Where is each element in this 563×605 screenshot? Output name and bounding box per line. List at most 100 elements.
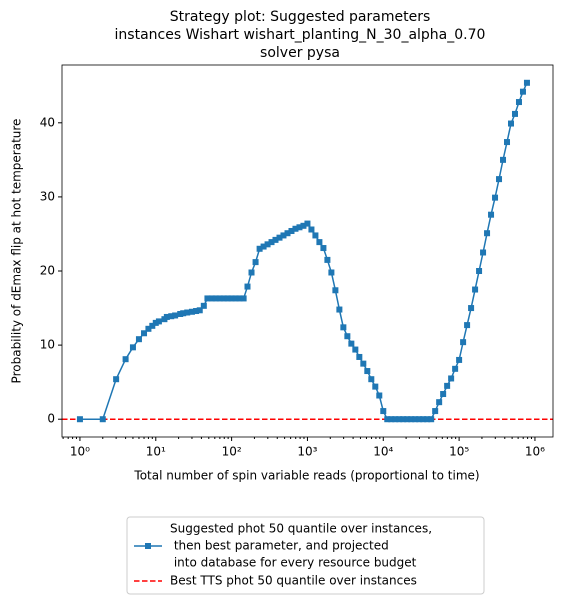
marker bbox=[280, 232, 287, 239]
marker bbox=[352, 346, 359, 353]
marker bbox=[288, 227, 295, 234]
legend-box bbox=[126, 516, 485, 595]
marker bbox=[344, 333, 351, 340]
y-tick-label: 10 bbox=[40, 338, 55, 352]
marker bbox=[408, 416, 415, 423]
marker bbox=[372, 383, 379, 390]
marker bbox=[472, 286, 479, 293]
marker bbox=[300, 222, 307, 229]
marker bbox=[476, 268, 483, 275]
marker bbox=[236, 295, 243, 302]
marker bbox=[272, 236, 279, 243]
legend-swatch-marker bbox=[145, 543, 151, 549]
y-tick-label: 40 bbox=[40, 115, 55, 129]
marker bbox=[480, 249, 487, 256]
marker bbox=[396, 416, 403, 423]
marker bbox=[444, 382, 451, 389]
marker bbox=[484, 230, 491, 237]
marker bbox=[284, 230, 291, 237]
marker bbox=[496, 176, 503, 183]
marker bbox=[216, 295, 223, 302]
marker bbox=[412, 416, 419, 423]
marker bbox=[360, 360, 367, 367]
marker bbox=[252, 259, 259, 266]
marker bbox=[208, 295, 215, 302]
chart-title: instances Wishart wishart_planting_N_30_… bbox=[115, 27, 486, 43]
marker bbox=[316, 239, 323, 246]
marker bbox=[180, 310, 187, 317]
marker bbox=[436, 399, 443, 406]
marker bbox=[122, 356, 129, 363]
chart-title: solver pysa bbox=[260, 45, 340, 61]
plot-frame bbox=[61, 64, 554, 438]
x-tick-label: 10² bbox=[222, 445, 242, 459]
marker bbox=[76, 416, 83, 423]
x-axis-label: Total number of spin variable reads (pro… bbox=[133, 469, 479, 483]
x-tick-label: 10⁶ bbox=[525, 445, 545, 459]
marker bbox=[416, 416, 423, 423]
marker bbox=[193, 308, 200, 315]
marker bbox=[388, 416, 395, 423]
x-tick-label: 10¹ bbox=[146, 445, 166, 459]
marker bbox=[155, 318, 162, 325]
marker bbox=[488, 211, 495, 218]
marker bbox=[456, 356, 463, 363]
marker bbox=[424, 416, 431, 423]
marker bbox=[492, 194, 499, 201]
marker bbox=[332, 287, 339, 294]
marker bbox=[404, 416, 411, 423]
marker bbox=[296, 224, 303, 231]
x-tick-label: 10³ bbox=[297, 445, 317, 459]
marker bbox=[312, 232, 319, 239]
marker bbox=[260, 243, 267, 250]
marker bbox=[196, 307, 203, 314]
marker bbox=[368, 376, 375, 383]
series-line bbox=[79, 82, 528, 420]
marker bbox=[172, 312, 179, 319]
marker bbox=[184, 309, 191, 316]
chart-title: Strategy plot: Suggested parameters bbox=[170, 9, 431, 25]
x-tick-label: 10⁵ bbox=[449, 445, 469, 459]
marker bbox=[113, 376, 120, 383]
marker bbox=[400, 416, 407, 423]
marker bbox=[244, 283, 251, 290]
marker bbox=[515, 99, 522, 106]
marker bbox=[336, 306, 343, 313]
marker bbox=[308, 226, 315, 233]
y-axis-label: Probability of dEmax flip at hot tempera… bbox=[10, 119, 24, 384]
legend-label: Best TTS phot 50 quantile over instances bbox=[170, 574, 417, 588]
y-tick-label: 30 bbox=[40, 189, 55, 203]
marker bbox=[248, 269, 255, 276]
marker bbox=[152, 319, 159, 326]
marker bbox=[328, 269, 335, 276]
marker bbox=[392, 416, 399, 423]
marker bbox=[292, 225, 299, 232]
legend-label: then best parameter, and projected bbox=[170, 539, 389, 553]
marker bbox=[448, 375, 455, 382]
marker bbox=[200, 302, 207, 309]
marker bbox=[384, 416, 391, 423]
marker bbox=[224, 295, 231, 302]
marker bbox=[240, 295, 247, 302]
legend-label: into database for every resource budget bbox=[170, 556, 417, 570]
marker bbox=[232, 295, 239, 302]
marker bbox=[348, 340, 355, 347]
legend-label: Suggested phot 50 quantile over instance… bbox=[170, 522, 432, 536]
marker bbox=[460, 339, 467, 346]
marker bbox=[99, 416, 106, 423]
marker bbox=[428, 416, 435, 423]
x-tick-label: 10⁴ bbox=[373, 445, 393, 459]
marker bbox=[504, 139, 511, 146]
marker bbox=[276, 234, 283, 241]
marker bbox=[500, 156, 507, 163]
marker bbox=[256, 245, 263, 252]
marker bbox=[163, 313, 170, 320]
marker bbox=[519, 88, 526, 95]
marker bbox=[204, 295, 211, 302]
marker bbox=[464, 322, 471, 329]
marker bbox=[228, 295, 235, 302]
marker bbox=[212, 295, 219, 302]
marker bbox=[129, 344, 136, 351]
marker bbox=[220, 295, 227, 302]
